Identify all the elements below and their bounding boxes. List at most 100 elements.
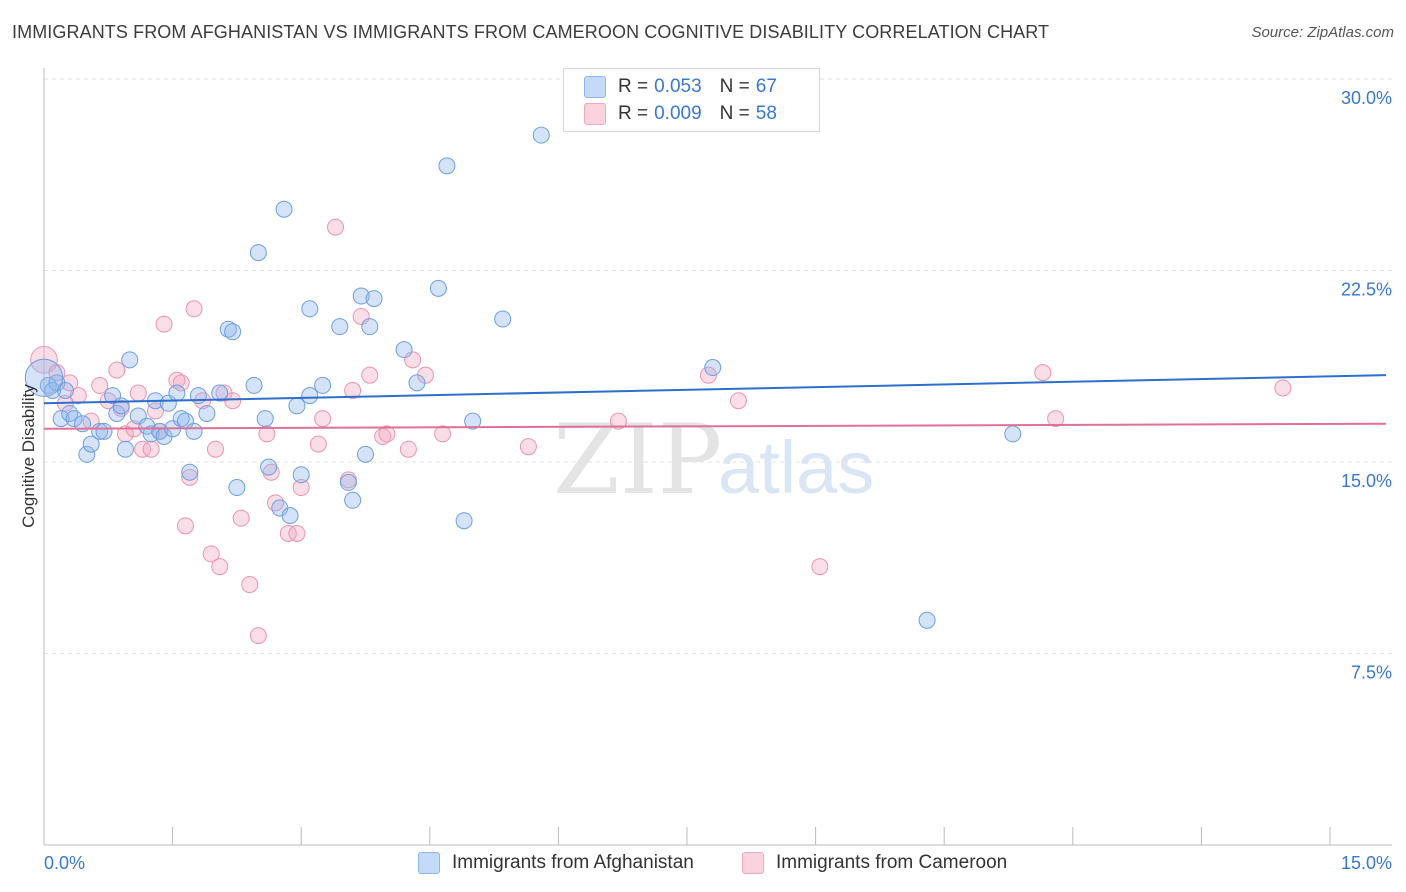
legend-n-label: N = — [719, 103, 750, 124]
y-tick-label: 22.5% — [1341, 280, 1392, 300]
cameroon-point — [361, 366, 379, 384]
bottom-legend-swatch-afghanistan — [418, 852, 440, 874]
cameroon-point — [129, 384, 147, 402]
y-tick-label: 7.5% — [1351, 663, 1392, 683]
afghanistan-point — [116, 440, 134, 458]
legend-r-value-afghanistan: 0.053 — [654, 76, 702, 97]
afghanistan-point — [1004, 425, 1022, 443]
afghanistan-point — [256, 410, 274, 428]
cameroon-point — [326, 218, 344, 236]
afghanistan-point — [344, 491, 362, 509]
afghanistan-point — [138, 417, 156, 435]
gridlines — [44, 78, 1392, 654]
cameroon-point — [309, 435, 327, 453]
cameroon-point — [108, 361, 126, 379]
cameroon-point — [399, 440, 417, 458]
legend-n-value-cameroon: 58 — [755, 103, 777, 124]
afghanistan-point — [532, 126, 550, 144]
cameroon-point — [181, 468, 199, 486]
x-tick-label-min: 0.0% — [44, 853, 85, 873]
cameroon-point — [241, 576, 259, 594]
watermark-atlas: atlas — [718, 426, 874, 509]
cameroon-point — [519, 438, 537, 456]
legend-r-label: R = — [618, 76, 649, 97]
afghanistan-point — [331, 318, 349, 336]
afghanistan-point — [82, 435, 100, 453]
afghanistan-point — [292, 466, 310, 484]
y-tick-label: 15.0% — [1341, 471, 1392, 491]
legend-n-label: N = — [719, 76, 750, 97]
series-afghanistan-points — [24, 126, 1022, 629]
afghanistan-point — [260, 458, 278, 476]
cameroon-point — [142, 440, 160, 458]
cameroon-point — [378, 425, 396, 443]
afghanistan-point — [429, 279, 447, 297]
afghanistan-point — [78, 445, 96, 463]
cameroon-point — [811, 558, 829, 576]
afghanistan-point — [65, 410, 83, 428]
trendline-cameroon — [43, 422, 1387, 430]
afghanistan-point — [301, 387, 319, 405]
afghanistan-point — [24, 358, 64, 397]
cameroon-point — [699, 366, 717, 384]
cameroon-point — [249, 627, 267, 645]
afghanistan-point — [198, 404, 216, 422]
bottom-legend-label-afghanistan: Immigrants from Afghanistan — [452, 852, 694, 873]
afghanistan-point — [288, 397, 306, 415]
correlation-legend: R = 0.053 N = 67 R = 0.009 N = 58 — [563, 68, 820, 132]
afghanistan-point — [52, 410, 70, 428]
cameroon-point — [172, 374, 190, 392]
source-label: Source: ZipAtlas.com — [1251, 24, 1394, 41]
afghanistan-point — [189, 387, 207, 405]
afghanistan-point — [704, 359, 722, 377]
cameroon-point — [232, 509, 250, 527]
afghanistan-point — [245, 376, 263, 394]
afghanistan-point — [275, 200, 293, 218]
afghanistan-point — [918, 611, 936, 629]
afghanistan-point — [108, 404, 126, 422]
legend-r-label: R = — [618, 103, 649, 124]
cameroon-point — [185, 300, 203, 318]
cameroon-point — [224, 392, 242, 410]
cameroon-point — [288, 524, 306, 542]
legend-swatch-afghanistan — [584, 76, 606, 98]
afghanistan-point — [112, 397, 130, 415]
bottom-legend-afghanistan: Immigrants from Afghanistan — [418, 852, 694, 874]
cameroon-point — [729, 392, 747, 410]
bottom-legend-label-cameroon: Immigrants from Cameroon — [776, 852, 1008, 873]
cameroon-point — [155, 315, 173, 333]
cameroon-point — [176, 517, 194, 535]
afghanistan-point — [281, 507, 299, 525]
cameroon-point — [1034, 364, 1052, 382]
afghanistan-point — [455, 512, 473, 530]
cameroon-point — [1047, 410, 1065, 428]
cameroon-point — [609, 412, 627, 430]
afghanistan-point — [352, 287, 370, 305]
series-cameroon-points — [30, 218, 1292, 645]
bottom-legend-cameroon: Immigrants from Cameroon — [742, 852, 1007, 874]
afghanistan-point — [228, 479, 246, 497]
legend-row-afghanistan: R = 0.053 N = 67 — [584, 74, 795, 100]
afghanistan-point — [211, 384, 229, 402]
afghanistan-point — [357, 445, 374, 463]
cameroon-point — [134, 440, 152, 458]
afghanistan-point — [365, 290, 383, 308]
afghanistan-point — [408, 374, 426, 392]
watermark-zip: ZIP — [553, 404, 722, 516]
afghanistan-point — [438, 157, 456, 175]
afghanistan-point — [314, 376, 332, 394]
cameroon-point — [344, 382, 362, 400]
axes — [43, 68, 1392, 846]
afghanistan-point — [361, 318, 379, 336]
afghanistan-point — [339, 473, 357, 491]
legend-n-value-afghanistan: 67 — [755, 76, 777, 97]
cameroon-point — [30, 346, 58, 374]
afghanistan-point — [91, 422, 109, 440]
cameroon-point — [69, 387, 87, 405]
afghanistan-point — [494, 310, 512, 328]
cameroon-point — [314, 410, 332, 428]
afghanistan-point — [44, 382, 62, 400]
cameroon-point — [202, 545, 220, 563]
x-tick-labels: 0.0% 15.0% — [44, 853, 1392, 873]
cameroon-point — [116, 425, 134, 443]
